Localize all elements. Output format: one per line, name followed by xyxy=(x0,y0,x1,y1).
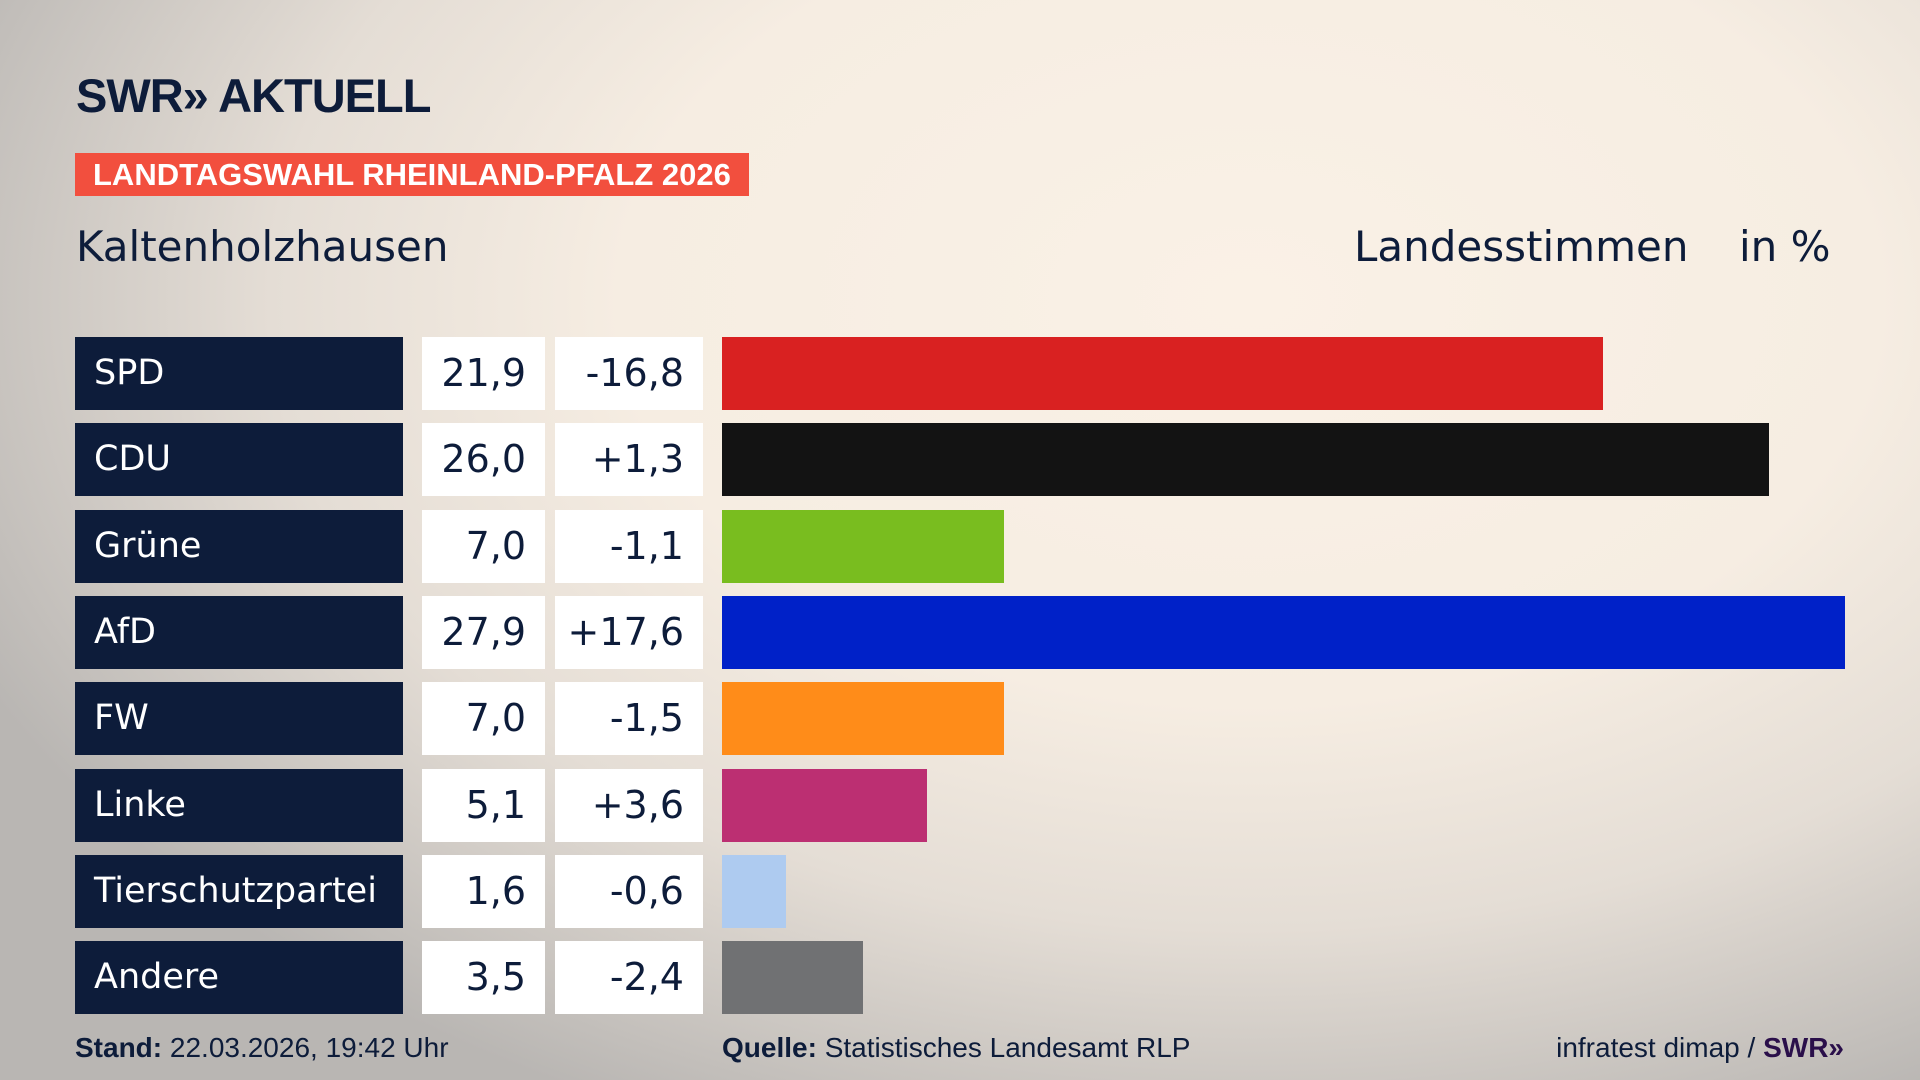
party-name: Linke xyxy=(75,768,403,842)
party-value: 21,9 xyxy=(422,337,545,410)
party-diff: -16,8 xyxy=(555,337,703,410)
party-row: AfD 27,9 +17,6 xyxy=(0,595,1920,669)
swr-aktuell-logo: SWR» AKTUELL xyxy=(76,69,431,122)
stand-label: Stand: xyxy=(75,1032,163,1063)
party-value: 27,9 xyxy=(422,595,545,669)
source: Quelle: Statistisches Landesamt RLP xyxy=(722,1032,1190,1064)
party-diff: -2,4 xyxy=(555,941,703,1015)
party-bar xyxy=(722,509,1004,583)
party-diff: +1,3 xyxy=(555,423,703,497)
party-diff: -0,6 xyxy=(555,854,703,928)
party-name: AfD xyxy=(75,595,403,669)
party-value: 7,0 xyxy=(422,682,545,756)
party-bar xyxy=(722,337,1604,410)
party-value: 1,6 xyxy=(422,854,545,928)
party-diff: +17,6 xyxy=(555,595,703,669)
region-title: Kaltenholzhausen xyxy=(76,222,449,271)
party-diff: -1,5 xyxy=(555,682,703,756)
party-name: FW xyxy=(75,682,403,756)
party-row: Andere 3,5 -2,4 xyxy=(0,941,1920,1015)
party-name: SPD xyxy=(75,337,403,410)
credit-text: infratest dimap / xyxy=(1556,1032,1756,1063)
party-value: 7,0 xyxy=(422,509,545,583)
party-row: Tierschutzpartei 1,6 -0,6 xyxy=(0,854,1920,928)
party-diff: +3,6 xyxy=(555,768,703,842)
party-row: SPD 21,9 -16,8 xyxy=(0,337,1920,410)
swr-small-logo: SWR» xyxy=(1763,1032,1844,1063)
party-name: Grüne xyxy=(75,509,403,583)
party-bar xyxy=(722,682,1004,756)
party-row: Grüne 7,0 -1,1 xyxy=(0,509,1920,583)
stand-value: 22.03.2026, 19:42 Uhr xyxy=(169,1032,449,1063)
source-value: Statistisches Landesamt RLP xyxy=(824,1032,1191,1063)
party-bar xyxy=(722,423,1769,497)
party-name: Andere xyxy=(75,941,403,1015)
party-value: 26,0 xyxy=(422,423,545,497)
party-value: 5,1 xyxy=(422,768,545,842)
credit: infratest dimap / SWR» xyxy=(1556,1032,1844,1064)
timestamp: Stand: 22.03.2026, 19:42 Uhr xyxy=(75,1032,449,1064)
party-bar xyxy=(722,941,863,1015)
party-value: 3,5 xyxy=(422,941,545,1015)
party-bar xyxy=(722,768,928,842)
election-banner: LANDTAGSWAHL RHEINLAND-PFALZ 2026 xyxy=(75,153,749,196)
party-row: FW 7,0 -1,5 xyxy=(0,682,1920,756)
party-row: Linke 5,1 +3,6 xyxy=(0,768,1920,842)
unit-label: in % xyxy=(1739,222,1831,271)
party-row: CDU 26,0 +1,3 xyxy=(0,423,1920,497)
measure-label: Landesstimmen xyxy=(1354,222,1689,271)
party-name: Tierschutzpartei xyxy=(75,854,403,928)
source-label: Quelle: xyxy=(722,1032,817,1063)
party-bar xyxy=(722,854,787,928)
party-name: CDU xyxy=(75,423,403,497)
party-diff: -1,1 xyxy=(555,509,703,583)
party-bar xyxy=(722,595,1845,669)
